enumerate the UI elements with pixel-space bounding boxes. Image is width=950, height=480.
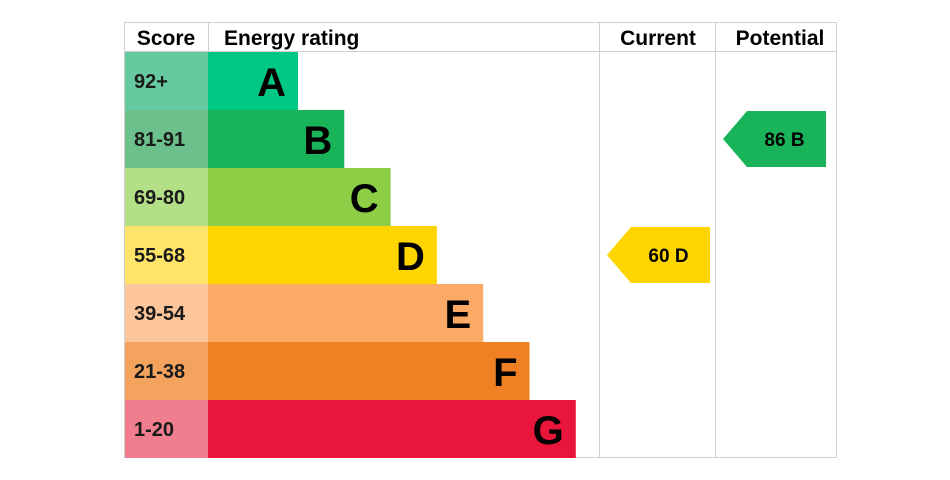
band-bar-c <box>208 168 391 226</box>
band-letter-a: A <box>257 61 286 105</box>
rating-bands: 92+ A 81-91 B 69-80 C 55-68 D 39-54 E 21-38 F 1-20 G <box>125 52 576 458</box>
band-letter-d: D <box>396 235 425 279</box>
band-letter-c: C <box>350 177 379 221</box>
band-bar-e <box>208 284 484 342</box>
band-letter-b: B <box>303 119 332 163</box>
band-bar-f <box>208 342 530 400</box>
current-rating-arrow <box>607 227 710 283</box>
score-label-a: 92+ <box>134 71 168 93</box>
score-cell-b <box>125 110 208 168</box>
score-cell-a <box>125 52 208 110</box>
score-label-e: 39-54 <box>134 303 186 325</box>
band-letter-f: F <box>493 351 517 395</box>
score-cell-d <box>125 226 208 284</box>
score-cell-g <box>125 400 208 458</box>
band-letter-e: E <box>445 293 472 337</box>
potential-rating-arrow <box>723 111 826 167</box>
score-label-b: 81-91 <box>134 129 185 151</box>
score-label-g: 1-20 <box>134 419 174 441</box>
score-label-d: 55-68 <box>134 245 185 267</box>
band-bar-b <box>208 110 345 168</box>
band-bar-g <box>208 400 576 458</box>
score-label-f: 21-38 <box>134 361 185 383</box>
band-bar-d <box>208 226 437 284</box>
band-bar-a <box>208 52 298 110</box>
score-cell-e <box>125 284 208 342</box>
band-letter-g: G <box>533 409 564 453</box>
score-cell-f <box>125 342 208 400</box>
score-label-c: 69-80 <box>134 187 185 209</box>
current-rating-label: 60 D <box>648 246 688 267</box>
score-cell-c <box>125 168 208 226</box>
header-energy-rating: Energy rating <box>224 27 359 50</box>
potential-rating-label: 86 B <box>764 130 804 151</box>
header-score: Score <box>137 27 195 50</box>
header-current: Current <box>620 27 696 50</box>
header-potential: Potential <box>736 27 825 50</box>
rating-indicators: 60 D 86 B <box>607 111 826 283</box>
